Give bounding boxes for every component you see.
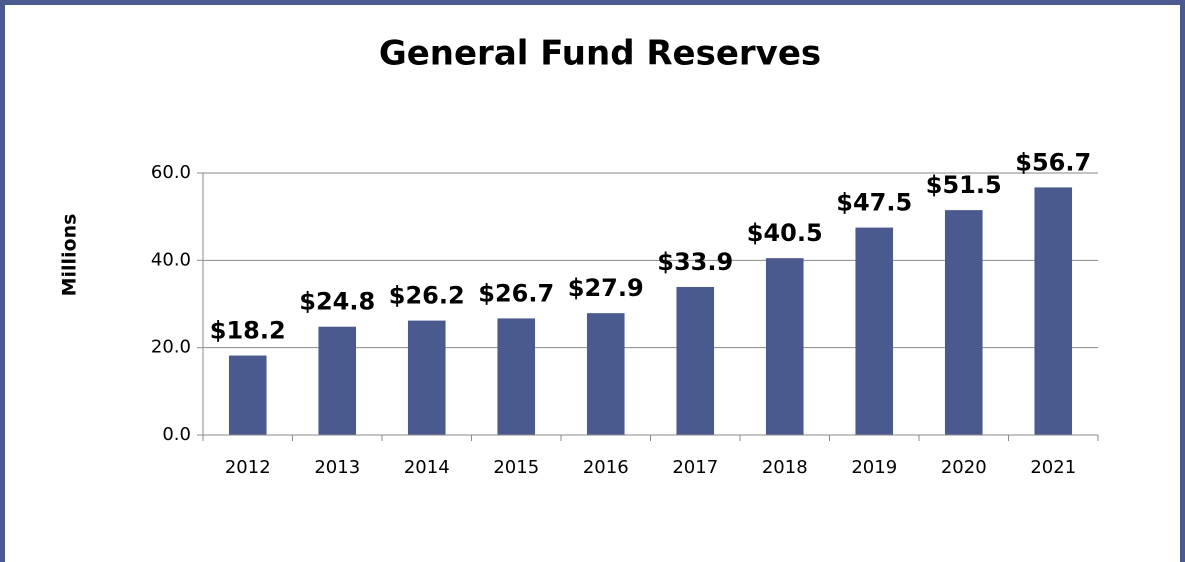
value-label: $51.5 xyxy=(926,171,1002,199)
value-label: $24.8 xyxy=(299,288,375,316)
bar xyxy=(944,210,983,435)
x-tick-label: 2015 xyxy=(493,457,539,478)
x-tick-label: 2018 xyxy=(762,457,808,478)
bar xyxy=(586,313,625,435)
value-label: $27.9 xyxy=(568,274,644,302)
bar xyxy=(676,286,715,435)
bar xyxy=(855,227,894,435)
x-tick-label: 2021 xyxy=(1030,457,1076,478)
y-tick-label: 40.0 xyxy=(151,249,191,270)
x-tick-label: 2016 xyxy=(583,457,629,478)
bar xyxy=(765,258,804,435)
x-tick-label: 2014 xyxy=(404,457,450,478)
bar xyxy=(1034,187,1073,435)
bar xyxy=(497,318,536,435)
bar xyxy=(407,320,446,435)
x-tick-label: 2017 xyxy=(672,457,718,478)
x-tick-label: 2013 xyxy=(314,457,360,478)
y-axis-label: Millions xyxy=(59,214,81,297)
value-label: $26.7 xyxy=(478,279,554,307)
y-tick-label: 20.0 xyxy=(151,337,191,358)
y-tick-label: 60.0 xyxy=(151,162,191,183)
chart-title: General Fund Reserves xyxy=(379,34,821,74)
value-label: $40.5 xyxy=(747,219,823,247)
bar xyxy=(228,355,267,435)
value-label: $47.5 xyxy=(836,189,912,217)
x-tick-label: 2012 xyxy=(225,457,271,478)
x-tick-label: 2020 xyxy=(941,457,987,478)
value-label: $33.9 xyxy=(657,248,733,276)
value-label: $18.2 xyxy=(210,317,286,345)
y-tick-label: 0.0 xyxy=(162,424,191,445)
x-tick-label: 2019 xyxy=(851,457,897,478)
value-label: $56.7 xyxy=(1015,148,1091,176)
bar xyxy=(318,326,357,435)
value-label: $26.2 xyxy=(389,282,465,310)
